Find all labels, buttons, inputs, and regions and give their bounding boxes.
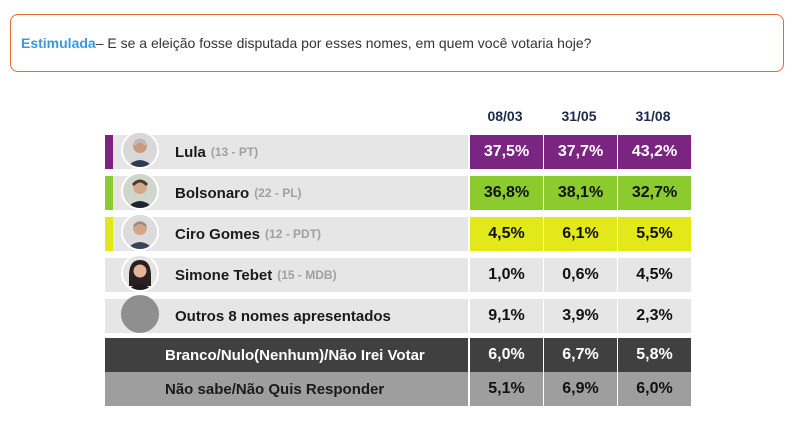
value-cell: 4,5%	[618, 258, 691, 292]
party-label: (22 - PL)	[254, 186, 302, 200]
row-label-background	[113, 299, 468, 333]
value-cell: 6,9%	[544, 372, 617, 406]
table-row-simone-tebet: Simone Tebet (15 - MDB) 1,0% 0,6% 4,5%	[0, 258, 800, 292]
value-cell: 6,1%	[544, 217, 617, 251]
row-accent	[105, 135, 113, 169]
table-row-branco-nulo: Branco/Nulo(Nenhum)/Não Irei Votar 6,0% …	[0, 338, 800, 372]
value-cell: 43,2%	[618, 135, 691, 169]
value-cell: 5,8%	[618, 338, 691, 372]
table-row-nao-sabe: Não sabe/Não Quis Responder 5,1% 6,9% 6,…	[0, 372, 800, 406]
question-label: Estimulada	[21, 35, 96, 51]
column-header-2: 31/05	[561, 108, 597, 124]
value-cell: 32,7%	[618, 176, 691, 210]
value-cell: 0,6%	[544, 258, 617, 292]
table-row-bolsonaro: Bolsonaro (22 - PL) 36,8% 38,1% 32,7%	[0, 176, 800, 210]
party-label: (15 - MDB)	[277, 268, 337, 282]
row-label-background	[113, 338, 468, 372]
value-cell: 37,7%	[544, 135, 617, 169]
candidate-name: Ciro Gomes (12 - PDT)	[175, 225, 322, 243]
group-name: Branco/Nulo(Nenhum)/Não Irei Votar	[165, 346, 425, 364]
value-cell: 36,8%	[470, 176, 543, 210]
value-cell: 4,5%	[470, 217, 543, 251]
value-cell: 2,3%	[618, 299, 691, 333]
party-label: (13 - PT)	[210, 145, 259, 159]
row-label-background	[113, 217, 468, 251]
row-label-background	[113, 372, 468, 406]
row-accent	[105, 372, 113, 406]
table-row-outros: Outros 8 nomes apresentados 9,1% 3,9% 2,…	[0, 299, 800, 333]
others-placeholder-icon	[121, 295, 159, 333]
ciro-gomes-photo	[121, 213, 159, 251]
row-accent	[105, 217, 113, 251]
value-cell: 5,5%	[618, 217, 691, 251]
value-cell: 5,1%	[470, 372, 543, 406]
value-cell: 38,1%	[544, 176, 617, 210]
row-label-background	[113, 176, 468, 210]
row-accent	[105, 299, 113, 333]
candidate-name: Outros 8 nomes apresentados	[175, 307, 391, 325]
candidate-name: Simone Tebet (15 - MDB)	[175, 266, 337, 284]
value-cell: 6,0%	[470, 338, 543, 372]
row-accent	[105, 258, 113, 292]
bolsonaro-photo	[121, 172, 159, 210]
value-cell: 9,1%	[470, 299, 543, 333]
column-header-3: 31/08	[635, 108, 671, 124]
row-accent	[105, 176, 113, 210]
column-header-1: 08/03	[487, 108, 523, 124]
row-accent	[105, 338, 113, 372]
row-label-background	[113, 135, 468, 169]
row-label-background	[113, 258, 468, 292]
question-text: – E se a eleição fosse disputada por ess…	[95, 35, 592, 51]
value-cell: 1,0%	[470, 258, 543, 292]
value-cell: 6,7%	[544, 338, 617, 372]
table-row-ciro-gomes: Ciro Gomes (12 - PDT) 4,5% 6,1% 5,5%	[0, 217, 800, 251]
value-cell: 6,0%	[618, 372, 691, 406]
candidate-name: Lula (13 - PT)	[175, 143, 259, 161]
simone-tebet-photo	[121, 254, 159, 292]
group-name: Não sabe/Não Quis Responder	[165, 380, 385, 398]
question-box: Estimulada – E se a eleição fosse disput…	[10, 14, 784, 72]
table-row-lula: Lula (13 - PT) 37,5% 37,7% 43,2%	[0, 135, 800, 169]
party-label: (12 - PDT)	[265, 227, 322, 241]
value-cell: 3,9%	[544, 299, 617, 333]
lula-photo	[121, 131, 159, 169]
candidate-name: Bolsonaro (22 - PL)	[175, 184, 302, 202]
value-cell: 37,5%	[470, 135, 543, 169]
